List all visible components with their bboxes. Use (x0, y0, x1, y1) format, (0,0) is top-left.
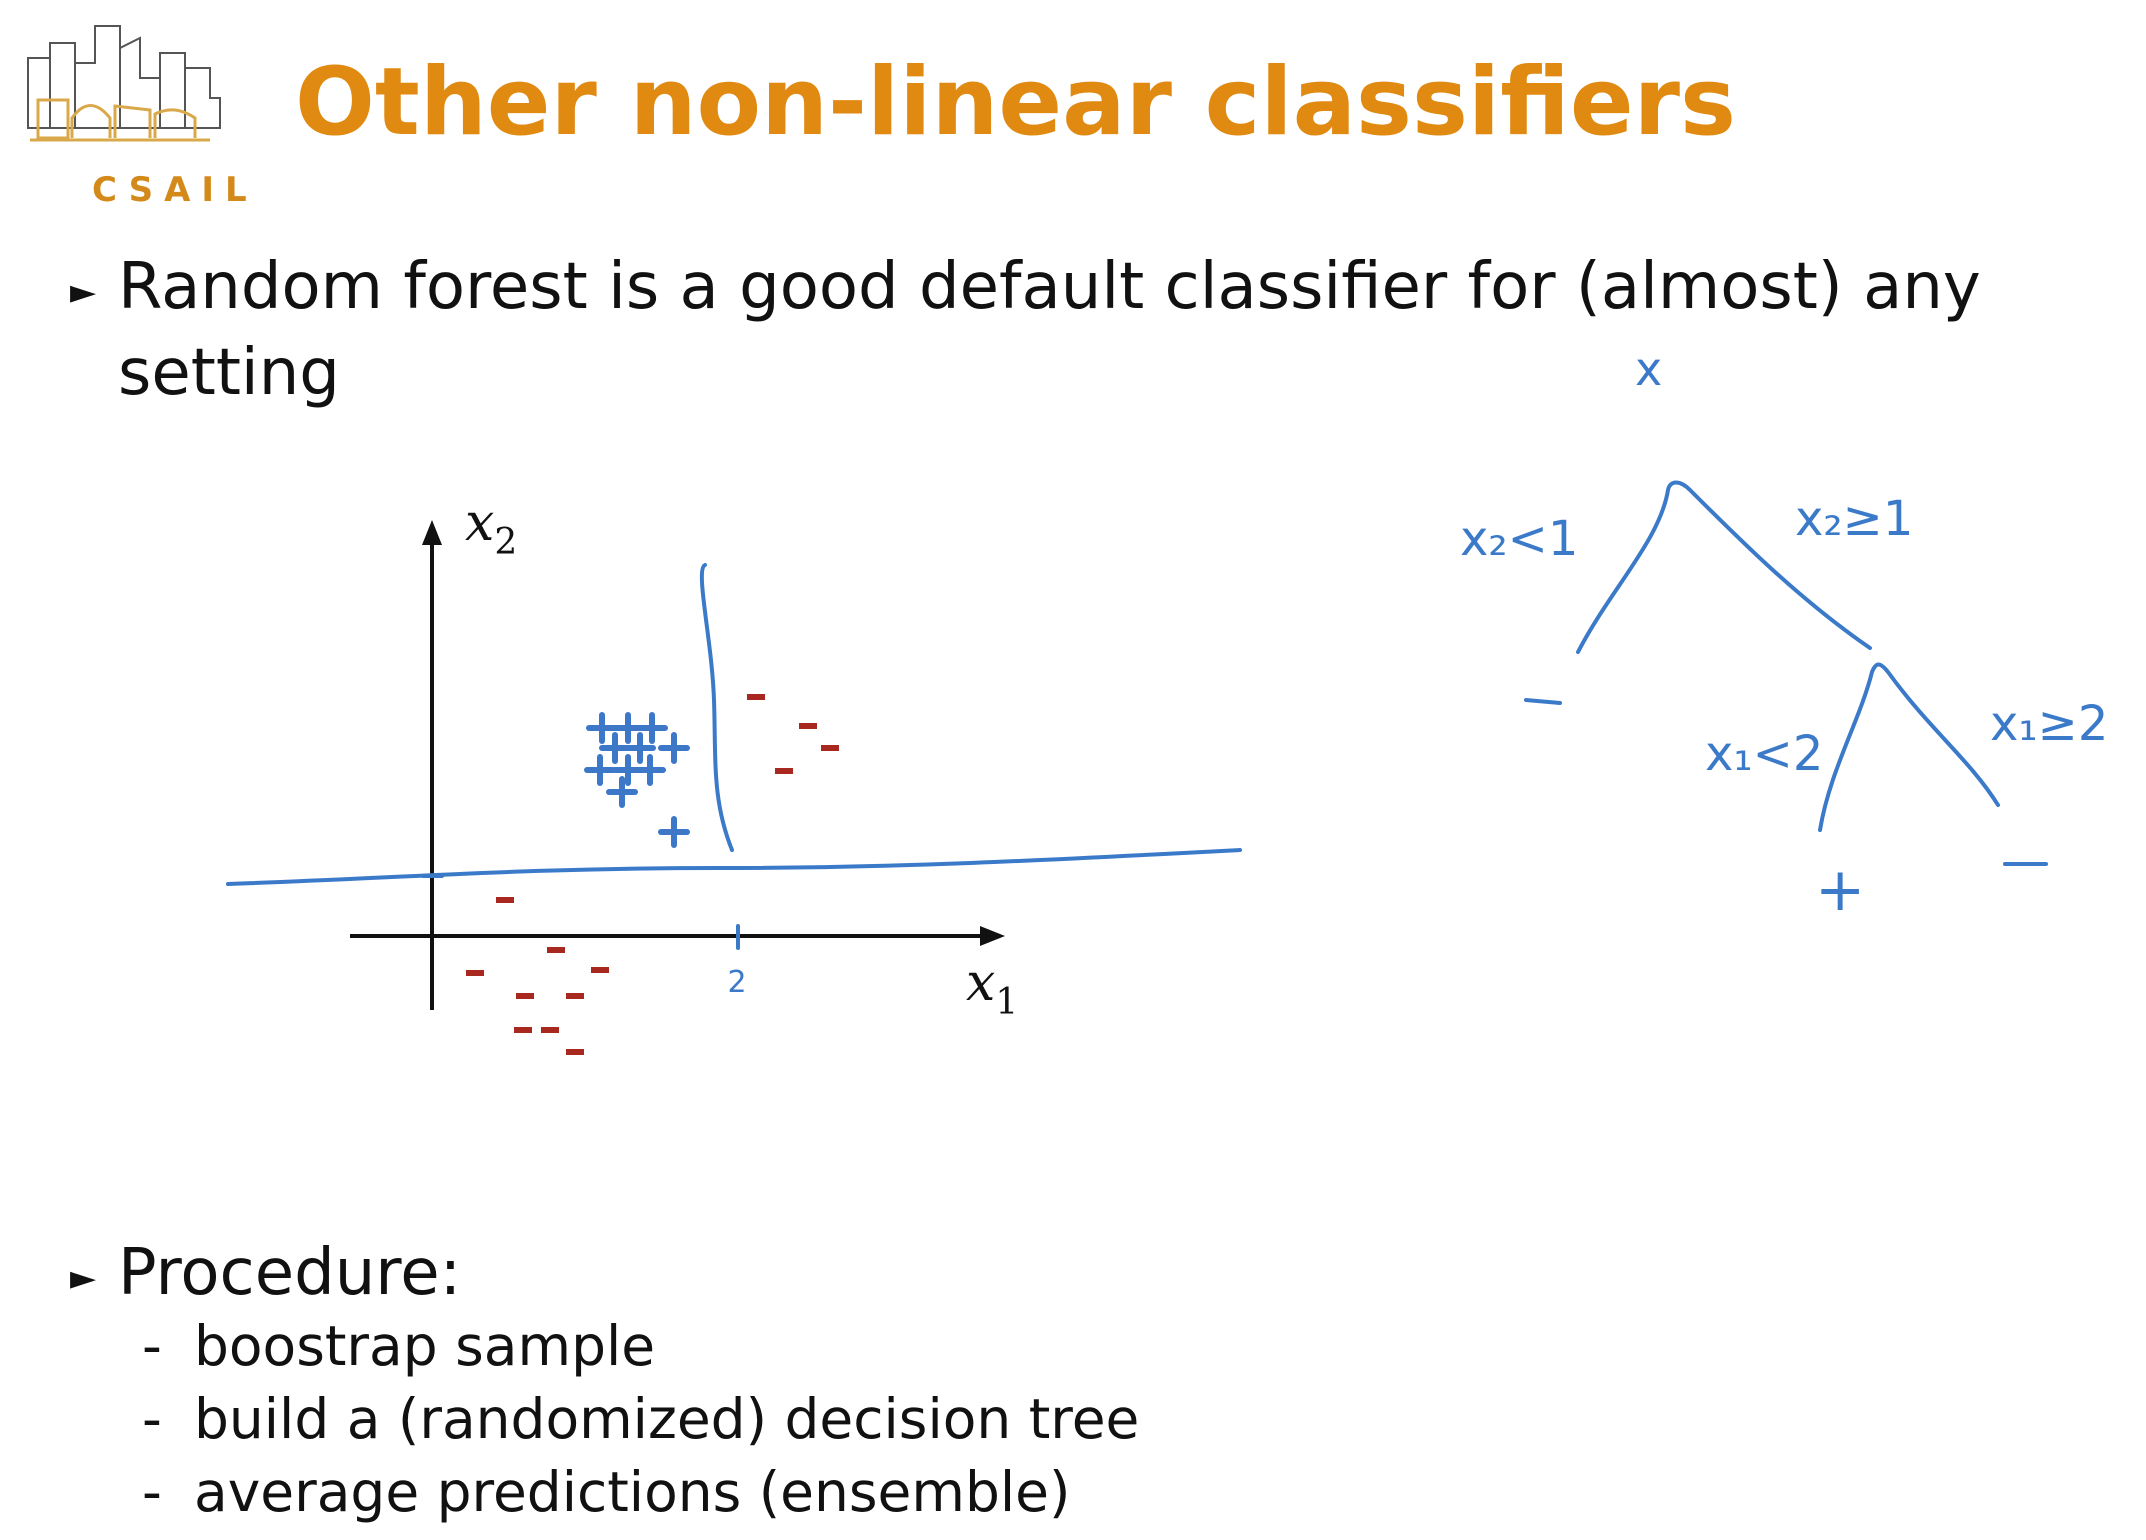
tree-left-leaf-label: - (1530, 676, 1547, 732)
procedure-step: - average predictions (ensemble) (142, 1456, 1139, 1529)
step-text: build a (randomized) decision tree (194, 1387, 1140, 1451)
scatter-plot: x2 x1 2 (226, 493, 1242, 1055)
minus-point (541, 1027, 559, 1033)
plus-point (606, 776, 638, 808)
tree-right-split-label: x₂≥1 (1795, 491, 1913, 547)
plus-point (636, 712, 668, 744)
minus-point (591, 967, 609, 973)
minus-point (566, 1049, 584, 1055)
procedure-step: - boostrap sample (142, 1310, 1139, 1383)
plus-point (586, 712, 618, 744)
step-text: average predictions (ensemble) (194, 1460, 1071, 1524)
csail-building-icon (27, 25, 221, 142)
procedure-step: - build a (randomized) decision tree (142, 1383, 1139, 1456)
logo-text: CSAIL (92, 170, 258, 210)
step-marker: - (142, 1314, 162, 1378)
split-line-x2 (226, 848, 1242, 886)
step-marker: - (142, 1387, 162, 1451)
step-marker: - (142, 1460, 162, 1524)
minus-point (799, 723, 817, 729)
plus-point (634, 754, 666, 786)
tree-sub-left-leaf-label: + (1815, 855, 1865, 925)
split-line-x1 (699, 563, 734, 852)
plus-point (658, 816, 690, 848)
minus-point (516, 993, 534, 999)
minus-point (821, 745, 839, 751)
x-axis-arrow-icon (980, 926, 1005, 946)
slide-title: Other non-linear classifiers (295, 48, 1736, 157)
y-axis-arrow-icon (422, 520, 442, 545)
csail-logo: CSAIL (20, 18, 247, 210)
minus-point (466, 970, 484, 976)
plus-point (584, 754, 616, 786)
bullet-random-forest: Random forest is a good default classifi… (118, 250, 1981, 410)
bullet-procedure: Procedure: (118, 1236, 462, 1310)
minus-point (547, 947, 565, 953)
x-axis-label: x1 (966, 953, 1018, 1023)
decision-tree: x x₂<1 x₂≥1 - x₁<2 x₁≥2 + - (1460, 342, 2108, 925)
tree-sub-left-split-label: x₁<2 (1705, 726, 1823, 782)
tree-left-leaf-mark (1524, 698, 1562, 705)
bullet-marker-icon: ► (70, 272, 97, 312)
minus-point (775, 768, 793, 774)
tree-root-label: x (1635, 342, 1662, 396)
minus-point (496, 897, 514, 903)
minus-point (747, 694, 765, 700)
bullet-marker-icon: ► (70, 1258, 97, 1298)
tree-sub-right-split-label: x₁≥2 (1990, 696, 2108, 752)
plus-point (624, 732, 656, 764)
plus-point (599, 732, 631, 764)
tree-sub-branches (1818, 662, 2000, 832)
plus-point (658, 732, 690, 764)
minus-point (514, 1027, 532, 1033)
diagram-canvas: x2 x1 2 x x₂<1 x₂≥1 - x₁<2 x₁≥2 + (226, 342, 2108, 1055)
minus-points (466, 694, 839, 1055)
y-axis-label: x2 (465, 493, 517, 563)
tree-sub-right-leaf-label: - (2010, 836, 2027, 892)
tree-root-branches (1576, 480, 1872, 654)
minus-point (566, 993, 584, 999)
plus-points (584, 712, 690, 848)
x-tick-label: 2 (727, 965, 746, 1000)
tree-left-split-label: x₂<1 (1460, 511, 1578, 567)
step-text: boostrap sample (194, 1314, 656, 1378)
procedure-steps: - boostrap sample - build a (randomized) d… (142, 1310, 1139, 1529)
